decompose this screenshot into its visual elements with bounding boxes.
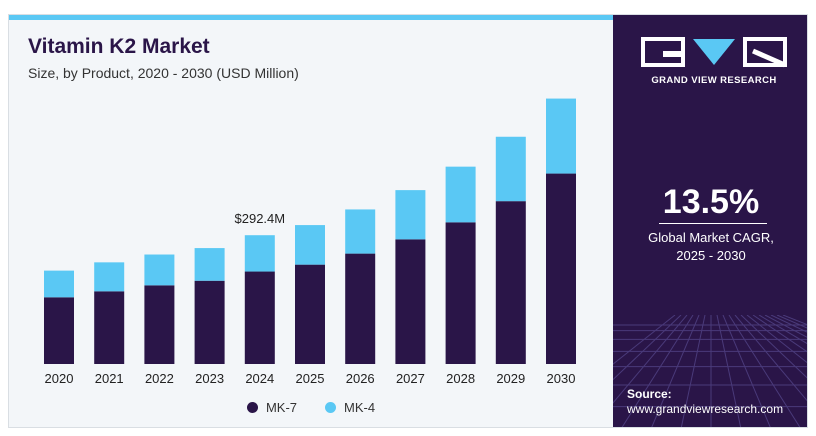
chart-panel: Vitamin K2 Market Size, by Product, 2020… — [9, 15, 613, 427]
bar-mk4-2027 — [395, 190, 426, 240]
x-tick-label: 2022 — [145, 371, 174, 386]
x-tick-label: 2030 — [547, 371, 576, 386]
grid-line — [613, 315, 682, 381]
legend-item-mk7: MK-7 — [246, 400, 297, 415]
source-label: Source: — [627, 387, 672, 401]
grid-line — [621, 315, 694, 427]
chart-subtitle: Size, by Product, 2020 - 2030 (USD Milli… — [28, 65, 299, 81]
chart-title: Vitamin K2 Market — [28, 35, 210, 58]
bar-mk4-2021 — [94, 262, 125, 292]
grid-line — [734, 315, 807, 402]
grid-line — [651, 315, 700, 427]
legend-item-mk4: MK-4 — [325, 400, 375, 415]
grid-line — [613, 315, 688, 404]
cagr-label-line2: 2025 - 2030 — [676, 248, 746, 263]
legend-label-mk4: MK-4 — [344, 400, 376, 415]
bar-mk4-2022 — [144, 254, 175, 286]
bar-mk7-2029 — [495, 201, 526, 364]
brand-name: GRAND VIEW RESEARCH — [651, 75, 777, 86]
grid-line — [746, 315, 807, 364]
bar-mk7-2020 — [44, 297, 74, 364]
bar-mk7-2023 — [194, 280, 225, 364]
bar-mk4-2023 — [194, 248, 225, 281]
accent-bar — [9, 15, 613, 20]
cagr-divider — [659, 223, 767, 224]
legend-swatch-mk7 — [246, 402, 258, 413]
grid-line — [758, 315, 807, 345]
x-tick-label: 2027 — [396, 371, 425, 386]
bar-mk7-2027 — [395, 239, 426, 364]
decorative-grid — [613, 315, 807, 427]
source-block: Source: www.grandviewresearch.com — [627, 387, 783, 417]
grid-line — [764, 315, 807, 338]
x-tick-label: 2024 — [245, 371, 274, 386]
x-tick-label: 2026 — [346, 371, 375, 386]
cagr-label-line1: Global Market CAGR, — [648, 230, 774, 245]
bar-mk7-2024 — [244, 271, 275, 364]
bar-mk7-2028 — [445, 222, 476, 364]
logo-mark — [641, 37, 787, 68]
bar-mk4-2028 — [445, 166, 476, 223]
grid-line — [752, 315, 807, 353]
x-tick-label: 2023 — [195, 371, 224, 386]
stats-panel: GRAND VIEW RESEARCH 13.5% Global Market … — [613, 15, 807, 427]
grid-line — [613, 315, 676, 365]
cagr-label: Global Market CAGR, 2025 - 2030 — [613, 229, 807, 265]
bar-mk7-2025 — [295, 264, 325, 364]
bar-mk4-2029 — [495, 136, 526, 202]
grid-line — [728, 315, 801, 427]
infographic-card: Vitamin K2 Market Size, by Product, 2020… — [8, 14, 808, 428]
bar-mk7-2022 — [144, 285, 175, 364]
grid-line — [716, 315, 742, 427]
data-label-2024: $292.4M — [235, 211, 286, 226]
legend-swatch-mk4 — [325, 402, 336, 413]
x-tick-label: 2028 — [446, 371, 475, 386]
source-link[interactable]: www.grandviewresearch.com — [627, 402, 784, 416]
bar-mk7-2026 — [345, 253, 376, 364]
cagr-value: 13.5% — [662, 183, 760, 221]
x-tick-label: 2020 — [45, 371, 74, 386]
bar-mk4-2030 — [546, 98, 576, 174]
legend-label-mk7: MK-7 — [265, 400, 297, 415]
bar-chart: 2020 2021 2022 2023 2024 $292.4M 2025 2026 2027 2… — [44, 98, 576, 386]
x-tick-label: 2025 — [296, 371, 325, 386]
grid-line — [680, 315, 706, 427]
chart-legend: MK-7 MK-4 — [9, 400, 613, 415]
gvr-logo-icon: GRAND VIEW RESEARCH — [641, 37, 787, 95]
bar-mk4-2025 — [295, 225, 325, 265]
grid-line — [722, 315, 771, 427]
bar-mk7-2030 — [546, 173, 576, 364]
bar-mk4-2020 — [44, 270, 74, 298]
bar-mk4-2024 — [244, 235, 275, 272]
grid-line — [740, 315, 807, 379]
x-tick-label: 2029 — [496, 371, 525, 386]
bar-mk7-2021 — [94, 291, 125, 364]
x-tick-label: 2021 — [95, 371, 124, 386]
bar-mk4-2026 — [345, 209, 376, 254]
